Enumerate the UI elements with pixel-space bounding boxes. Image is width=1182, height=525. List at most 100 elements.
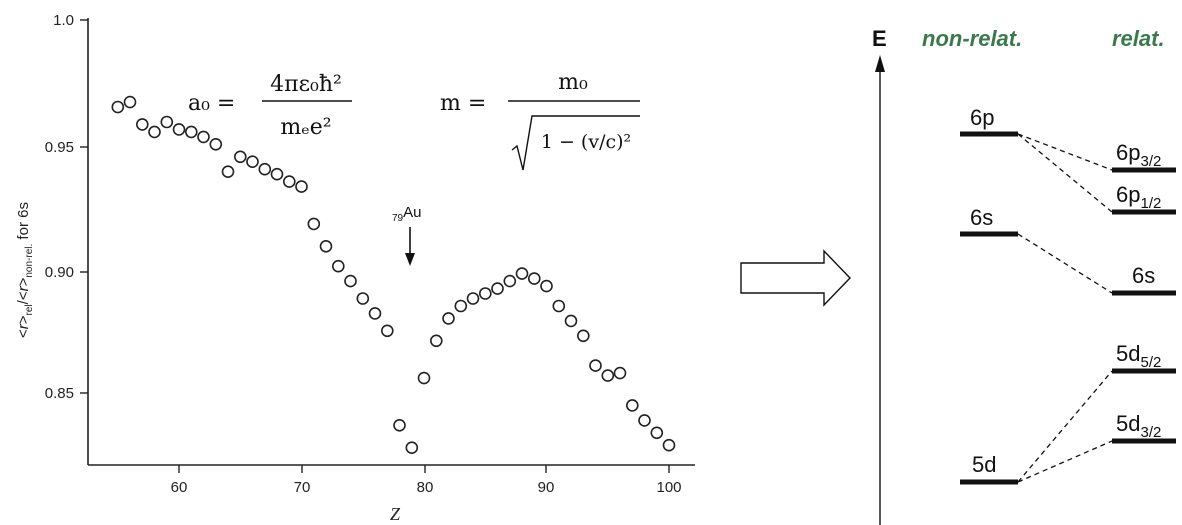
y-tick-label: 0.90 bbox=[45, 264, 74, 281]
level-subscript: 3/2 bbox=[1140, 153, 1161, 170]
data-point bbox=[650, 426, 664, 440]
data-point bbox=[576, 329, 590, 343]
bohr-formula-denominator: mₑe² bbox=[280, 115, 331, 140]
data-point bbox=[662, 438, 676, 452]
level-label: 6s bbox=[1132, 263, 1155, 288]
level-6p-nonrel: 6p bbox=[960, 105, 1018, 137]
data-points bbox=[111, 95, 676, 455]
mass-formula-denominator: 1 − (v/c)² bbox=[541, 131, 631, 153]
y-tick-label: 1.0 bbox=[53, 12, 74, 29]
data-point bbox=[160, 115, 174, 129]
data-point bbox=[515, 267, 529, 280]
level-subscript: 3/2 bbox=[1140, 424, 1161, 441]
data-point bbox=[111, 100, 125, 114]
level-label: 6p bbox=[970, 105, 994, 130]
x-tick-label: 100 bbox=[656, 479, 681, 496]
data-point bbox=[527, 272, 541, 285]
data-point bbox=[258, 162, 272, 176]
connector-5d-to-5d52 bbox=[1017, 370, 1113, 483]
data-point bbox=[429, 334, 443, 348]
data-point bbox=[148, 125, 161, 139]
y-axis-title: <r>rel/<r>non-rel. for 6s bbox=[15, 202, 35, 338]
data-point bbox=[246, 155, 259, 168]
square-root-sign bbox=[511, 115, 640, 171]
level-5d52-rel: 5d5/2 bbox=[1112, 341, 1176, 374]
data-point bbox=[319, 240, 333, 253]
data-point bbox=[491, 282, 504, 295]
data-point bbox=[282, 175, 296, 188]
svg-text:<r>rel/<r>non-rel. for 6s: <r>rel/<r>non-rel. for 6s bbox=[15, 202, 35, 338]
data-point bbox=[442, 312, 455, 325]
level-label: 6p bbox=[1116, 182, 1140, 207]
relativistic-mass-formula: m = m₀ 1 − (v/c)² bbox=[440, 70, 640, 171]
svg-text:6p3/2: 6p3/2 bbox=[1116, 140, 1161, 170]
level-6p12-rel: 6p1/2 bbox=[1112, 182, 1176, 215]
data-point bbox=[564, 314, 578, 328]
level-5d32-rel: 5d3/2 bbox=[1112, 411, 1176, 444]
data-point bbox=[638, 414, 651, 427]
data-point bbox=[368, 307, 382, 320]
connector-6p-to-6p32 bbox=[1017, 133, 1113, 171]
y-tick-label: 0.85 bbox=[45, 385, 74, 402]
data-point bbox=[601, 369, 615, 382]
data-point bbox=[454, 299, 468, 313]
data-point bbox=[197, 130, 210, 144]
connector-6p-to-6p12 bbox=[1017, 133, 1113, 213]
data-point bbox=[356, 292, 370, 305]
energy-axis-label: E bbox=[872, 26, 887, 51]
annotation-arrowhead bbox=[405, 253, 415, 266]
data-point bbox=[234, 150, 247, 164]
x-tick-label: 60 bbox=[171, 479, 188, 496]
x-axis: 60 70 80 90 100 Z bbox=[88, 464, 695, 524]
data-point bbox=[589, 359, 602, 372]
level-6s-nonrel: 6s bbox=[960, 205, 1018, 237]
mass-formula-numerator: m₀ bbox=[558, 70, 588, 95]
svg-text:5d5/2: 5d5/2 bbox=[1116, 341, 1161, 371]
data-point bbox=[209, 138, 223, 151]
data-point bbox=[405, 441, 419, 455]
bohr-radius-formula: a₀ = 4πε₀ħ² mₑe² bbox=[188, 72, 352, 140]
level-label: 6p bbox=[1116, 140, 1140, 165]
data-point bbox=[380, 324, 394, 338]
energy-level-diagram: non-relat. relat. E 6p 6s 5d 6p3/2 6p1/2 bbox=[872, 26, 1176, 525]
connector-6s-to-6s bbox=[1017, 233, 1113, 294]
mass-formula-lhs: m = bbox=[440, 91, 486, 116]
data-point bbox=[331, 259, 345, 273]
data-point bbox=[123, 95, 137, 109]
bohr-formula-lhs: a₀ = bbox=[188, 91, 235, 116]
header-non-relativistic: non-relat. bbox=[922, 26, 1022, 51]
data-point bbox=[307, 217, 321, 231]
data-point bbox=[393, 418, 406, 432]
data-point bbox=[295, 180, 308, 193]
level-label: 5d bbox=[1116, 341, 1140, 366]
level-subscript: 5/2 bbox=[1140, 354, 1161, 371]
scatter-chart: 1.0 0.95 0.90 0.85 60 70 80 90 100 Z <r>… bbox=[15, 12, 695, 524]
level-label: 6s bbox=[970, 205, 993, 230]
au-annotation: 79Au bbox=[392, 204, 421, 266]
data-point bbox=[625, 399, 639, 412]
data-point bbox=[417, 371, 431, 385]
data-point bbox=[344, 274, 357, 288]
level-connectors bbox=[1017, 133, 1113, 483]
y-tick-label: 0.95 bbox=[45, 139, 74, 156]
data-point bbox=[503, 274, 517, 288]
level-6p32-rel: 6p3/2 bbox=[1112, 140, 1176, 173]
level-label: 5d bbox=[1116, 411, 1140, 436]
level-5d-nonrel: 5d bbox=[960, 452, 1018, 485]
data-point bbox=[540, 279, 553, 293]
level-label: 5d bbox=[972, 452, 996, 477]
data-point bbox=[172, 123, 186, 136]
header-relativistic: relat. bbox=[1112, 26, 1165, 51]
svg-text:6p1/2: 6p1/2 bbox=[1116, 182, 1161, 212]
svg-text:5d3/2: 5d3/2 bbox=[1116, 411, 1161, 441]
level-6s-rel: 6s bbox=[1112, 263, 1176, 296]
bohr-formula-numerator: 4πε₀ħ² bbox=[270, 72, 342, 97]
right-arrow-icon bbox=[740, 249, 851, 307]
data-point bbox=[613, 366, 627, 380]
x-axis-title: Z bbox=[390, 504, 401, 524]
data-point bbox=[466, 292, 480, 305]
data-point bbox=[478, 287, 492, 300]
svg-text:79Au: 79Au bbox=[392, 204, 421, 224]
data-point bbox=[185, 125, 198, 139]
